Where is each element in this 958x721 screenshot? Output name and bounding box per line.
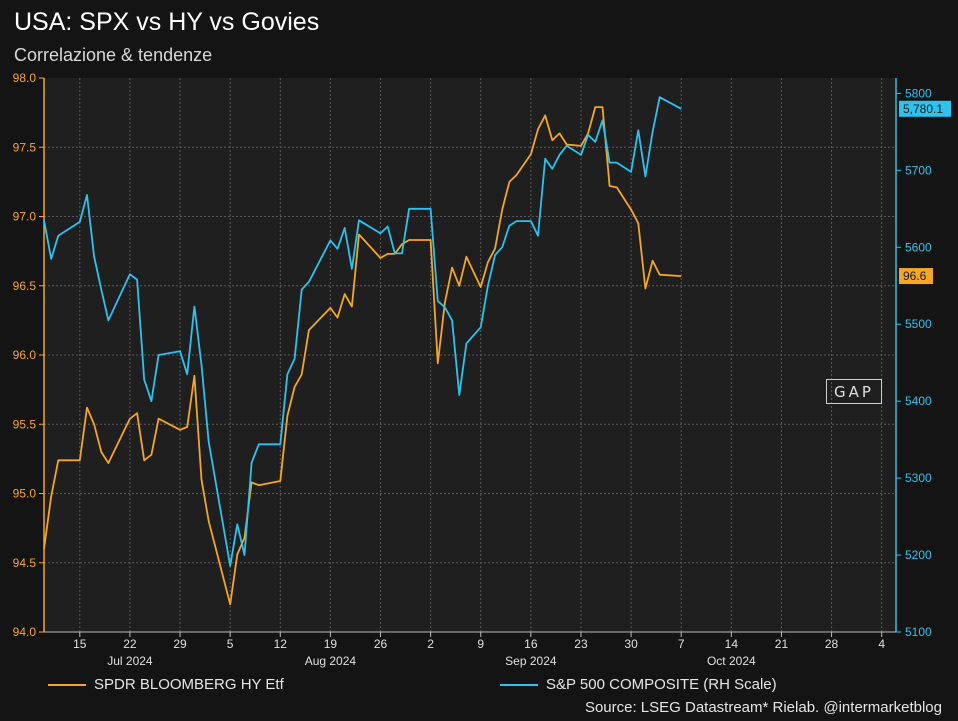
x-month-label: Sep 2024 [505,654,557,668]
x-month-label: Oct 2024 [707,654,756,668]
last-value-badge-spx [899,100,951,117]
y-right-tick-label: 5700 [905,163,932,177]
x-tick-label: 5 [227,637,234,651]
x-tick-label: 23 [574,637,588,651]
y-left-tick-label: 95.0 [13,487,37,501]
y-right-tick-label: 5400 [905,394,932,408]
y-left-tick-label: 94.5 [13,556,37,570]
y-left-tick-label: 96.5 [13,279,37,293]
x-tick-label: 2 [427,637,434,651]
legend-label-hy: SPDR BLOOMBERG HY Etf [94,676,284,693]
legend-label-spx: S&P 500 COMPOSITE (RH Scale) [546,676,777,693]
x-tick-label: 16 [524,637,538,651]
series-line-spx [43,96,682,567]
x-tick-label: 30 [624,637,638,651]
legend-item-hy: SPDR BLOOMBERG HY Etf [48,676,284,693]
y-left-tick-label: 97.5 [13,140,37,154]
x-tick-label: 22 [123,637,137,651]
x-tick-label: 9 [477,637,484,651]
series-lines [43,96,682,606]
chart-subtitle: Correlazione & tendenze [14,45,213,65]
y-right-tick-label: 5800 [905,86,932,100]
x-tick-label: 15 [73,637,87,651]
y-left-tick-label: 98.0 [13,71,37,85]
grid-lines [44,78,896,632]
y-right-tick-label: 5200 [905,548,932,562]
x-tick-label: 26 [374,637,388,651]
legend-swatch-hy [48,683,86,686]
y-left-tick-label: 97.0 [13,210,37,224]
y-left-tick-label: 94.0 [13,625,37,639]
x-tick-label: 19 [324,637,338,651]
y-right-tick-label: 5300 [905,471,932,485]
y-left-tick-label: 96.0 [13,348,37,362]
last-value-badge-hy [899,268,933,285]
x-month-label: Jul 2024 [107,654,153,668]
last-value-label-hy: 96.6 [903,269,927,283]
x-tick-label: 21 [775,637,789,651]
gap-logo: GAP [826,379,882,404]
y-right-tick-label: 5600 [905,240,932,254]
x-tick-label: 4 [878,637,885,651]
x-tick-label: 14 [725,637,739,651]
axes [39,77,901,637]
last-value-label-spx: 5,780.1 [903,102,943,116]
legend-item-spx: S&P 500 COMPOSITE (RH Scale) [500,676,777,693]
x-tick-label: 28 [825,637,839,651]
x-tick-label: 7 [678,637,685,651]
y-right-tick-label: 5100 [905,625,932,639]
y-left-tick-label: 95.5 [13,417,37,431]
series-line-hy [43,106,682,606]
legend-swatch-spx [500,683,538,686]
x-tick-label: 29 [173,637,187,651]
x-tick-label: 12 [274,637,288,651]
x-month-label: Aug 2024 [305,654,357,668]
chart-title: USA: SPX vs HY vs Govies [14,8,320,36]
y-right-tick-label: 5500 [905,317,932,331]
source-note: Source: LSEG Datastream* Rielab. @interm… [584,699,942,716]
